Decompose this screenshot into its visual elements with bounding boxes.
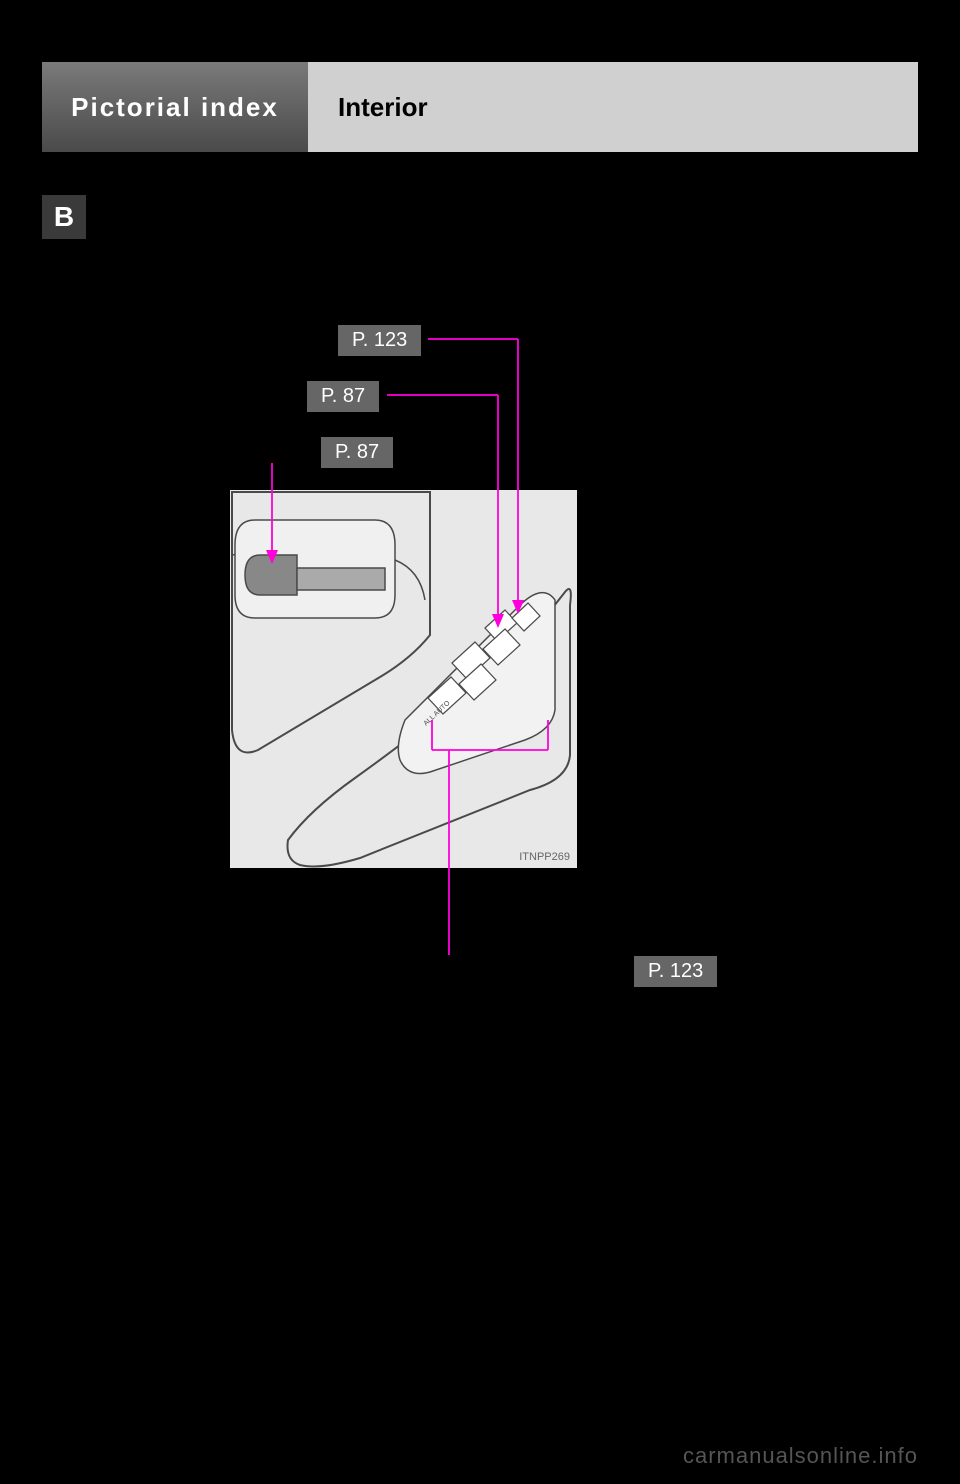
door-illustration: ALL AUTO ITNPP269	[230, 490, 577, 868]
watermark-text: carmanualsonline.info	[683, 1443, 918, 1469]
page-reference-1: P. 123	[338, 325, 421, 356]
page-title: Interior	[338, 92, 428, 123]
illustration-code: ITNPP269	[519, 851, 570, 863]
door-drawing-svg: ALL AUTO ITNPP269	[230, 490, 577, 868]
header-title-area: Interior	[308, 62, 918, 152]
subsection-badge: B	[42, 195, 86, 239]
page-reference-4: P. 123	[634, 956, 717, 987]
page-reference-2: P. 87	[307, 381, 379, 412]
page-header: Pictorial index Interior	[42, 62, 918, 152]
page-reference-3: P. 87	[321, 437, 393, 468]
section-label: Pictorial index	[71, 92, 279, 123]
header-section-tab: Pictorial index	[42, 62, 308, 152]
door-handle-bar	[297, 568, 385, 590]
door-handle-grip	[245, 555, 297, 595]
subsection-letter: B	[54, 201, 74, 233]
